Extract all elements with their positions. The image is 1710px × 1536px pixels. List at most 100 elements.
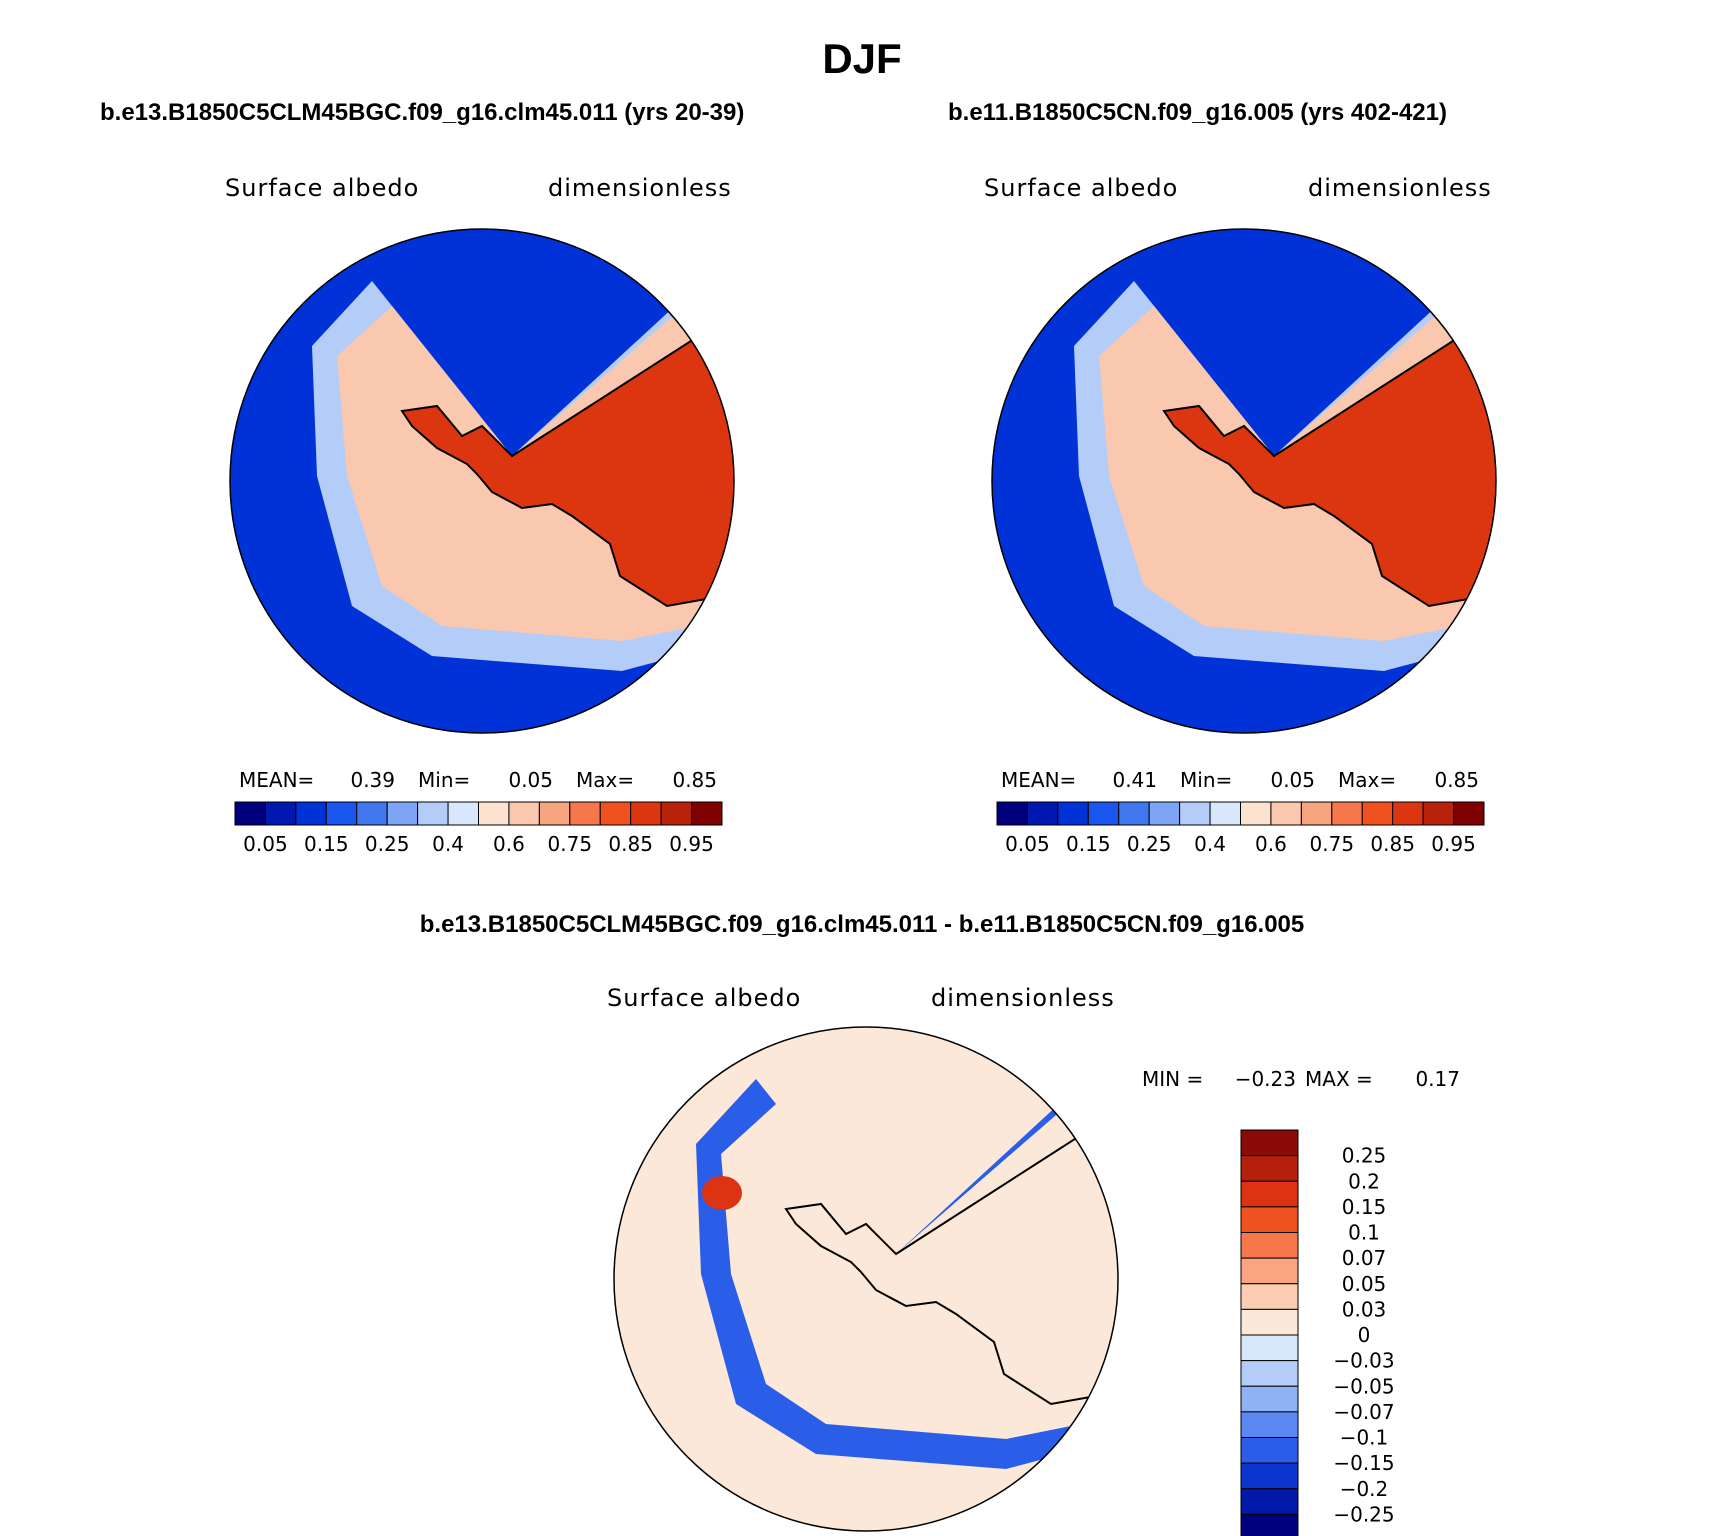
colorbar-swatch bbox=[478, 801, 510, 826]
panel-a-title: b.e13.B1850C5CLM45BGC.f09_g16.clm45.011 … bbox=[100, 99, 744, 126]
colorbar-swatch bbox=[569, 801, 601, 826]
panel-b-mean-label: MEAN= bbox=[1001, 768, 1076, 792]
panel-c-peninsula-max bbox=[702, 1176, 742, 1210]
colorbar-swatch bbox=[1240, 1308, 1299, 1336]
colorbar-swatch bbox=[1422, 801, 1455, 826]
colorbar-tick-label: 0.4 bbox=[1194, 832, 1226, 856]
panel-c-left-string: Surface albedo bbox=[607, 984, 801, 1012]
panel-b-map-border bbox=[991, 228, 1497, 734]
panel-c-map-border bbox=[613, 1026, 1119, 1532]
panel-c-coastline bbox=[784, 1117, 1118, 1406]
colorbar-swatch bbox=[538, 801, 571, 826]
colorbar-swatch bbox=[1087, 801, 1120, 826]
colorbar-swatch bbox=[1453, 801, 1485, 826]
colorbar-swatch bbox=[1240, 1232, 1299, 1259]
colorbar-swatch bbox=[1148, 801, 1181, 826]
colorbar-tick-label: −0.05 bbox=[1333, 1374, 1394, 1398]
panel-c-max-value: 0.17 bbox=[1415, 1067, 1460, 1091]
colorbar-tick-label: 0.05 bbox=[1342, 1272, 1387, 1296]
colorbar-swatch bbox=[1240, 1155, 1299, 1182]
panel-a-left-string: Surface albedo bbox=[225, 174, 419, 202]
colorbar-swatch bbox=[630, 801, 662, 826]
panel-difference: b.e13.B1850C5CLM45BGC.f09_g16.clm45.011 … bbox=[420, 911, 1460, 1536]
colorbar-tick-label: 0.85 bbox=[1370, 832, 1415, 856]
colorbar-swatch bbox=[1240, 1283, 1299, 1310]
colorbar-tick-label: 0.05 bbox=[243, 832, 288, 856]
panel-a-ice-sheet bbox=[402, 321, 734, 606]
colorbar-tick-label: 0.05 bbox=[1005, 832, 1050, 856]
panel-a-max-value: 0.85 bbox=[672, 768, 717, 792]
panel-a-map bbox=[230, 229, 734, 733]
colorbar-tick-label: −0.25 bbox=[1333, 1502, 1394, 1526]
colorbar-swatch bbox=[234, 801, 266, 826]
colorbar-tick-label: 0.6 bbox=[493, 832, 525, 856]
panel-b-coastline bbox=[1162, 319, 1496, 608]
panel-a-right-string: dimensionless bbox=[548, 174, 732, 202]
colorbar-tick-label: 0.2 bbox=[1348, 1169, 1380, 1193]
panel-model-b: b.e11.B1850C5CN.f09_g16.005 (yrs 402-421… bbox=[948, 99, 1497, 856]
panel-a-mean-label: MEAN= bbox=[239, 768, 314, 792]
panel-a-map-border bbox=[229, 228, 735, 734]
colorbar-swatch bbox=[1392, 801, 1424, 826]
panel-c-negative-belt bbox=[696, 1079, 1118, 1469]
colorbar-swatch bbox=[599, 801, 632, 826]
panel-c-map bbox=[614, 1027, 1118, 1531]
colorbar-tick-label: 0 bbox=[1358, 1323, 1371, 1347]
panel-b-min-label: Min= bbox=[1180, 768, 1232, 792]
colorbar-swatch bbox=[1240, 1411, 1299, 1438]
colorbar-tick-label: 0.15 bbox=[1066, 832, 1111, 856]
colorbar-swatch bbox=[1361, 801, 1394, 826]
panel-b-max-label: Max= bbox=[1338, 768, 1396, 792]
panel-a-min-label: Min= bbox=[418, 768, 470, 792]
colorbar-tick-label: 0.4 bbox=[432, 832, 464, 856]
colorbar-swatch bbox=[1240, 1360, 1299, 1387]
panel-a-min-value: 0.05 bbox=[508, 768, 553, 792]
panel-b-ice-sheet bbox=[1164, 321, 1496, 606]
colorbar-tick-label: −0.07 bbox=[1333, 1400, 1394, 1424]
colorbar-tick-label: −0.2 bbox=[1340, 1477, 1389, 1501]
colorbar-swatch bbox=[1118, 801, 1150, 826]
figure-title: DJF bbox=[822, 35, 901, 82]
colorbar-swatch bbox=[1240, 1180, 1299, 1208]
colorbar-tick-label: 0.75 bbox=[548, 832, 593, 856]
panel-c-right-string: dimensionless bbox=[931, 984, 1115, 1012]
colorbar-tick-label: 0.25 bbox=[1342, 1144, 1387, 1168]
colorbar-tick-label: 0.03 bbox=[1342, 1297, 1387, 1321]
colorbar-tick-label: 0.6 bbox=[1255, 832, 1287, 856]
colorbar-tick-label: −0.03 bbox=[1333, 1349, 1394, 1373]
colorbar-swatch bbox=[325, 801, 358, 826]
panel-c-colorbar: 0.250.20.150.10.070.050.030−0.03−0.05−0.… bbox=[1240, 1129, 1395, 1536]
colorbar-tick-label: −0.15 bbox=[1333, 1451, 1394, 1475]
colorbar-tick-label: 0.15 bbox=[1342, 1195, 1387, 1219]
colorbar-swatch bbox=[1240, 1257, 1299, 1285]
colorbar-swatch bbox=[1057, 801, 1089, 826]
colorbar-swatch bbox=[1179, 801, 1211, 826]
panel-b-title: b.e11.B1850C5CN.f09_g16.005 (yrs 402-421… bbox=[948, 99, 1447, 126]
panel-c-antarctica bbox=[786, 1119, 1118, 1404]
colorbar-swatch bbox=[996, 801, 1028, 826]
colorbar-swatch bbox=[1240, 1129, 1299, 1157]
colorbar-swatch bbox=[1240, 1385, 1299, 1413]
panel-b-left-string: Surface albedo bbox=[984, 174, 1178, 202]
panel-b-max-value: 0.85 bbox=[1434, 768, 1479, 792]
panel-c-min-value: −0.23 bbox=[1235, 1067, 1296, 1091]
colorbar-tick-label: 0.25 bbox=[365, 832, 410, 856]
colorbar-swatch bbox=[264, 801, 297, 826]
panel-model-a: b.e13.B1850C5CLM45BGC.f09_g16.clm45.011 … bbox=[100, 99, 744, 856]
panel-a-coastline bbox=[400, 319, 734, 608]
panel-c-max-label: MAX = bbox=[1305, 1067, 1373, 1091]
colorbar-swatch bbox=[1240, 1437, 1299, 1464]
panel-a-colorbar: 0.05 0.15 0.25 0.4 0.6 0.75 0.85 0.95 bbox=[234, 801, 723, 856]
panel-b-right-string: dimensionless bbox=[1308, 174, 1492, 202]
colorbar-tick-label: 0.95 bbox=[669, 832, 714, 856]
panel-b-min-value: 0.05 bbox=[1270, 768, 1315, 792]
colorbar-tick-label: 0.85 bbox=[608, 832, 653, 856]
panel-c-min-label: MIN = bbox=[1142, 1067, 1203, 1091]
panel-b-colorbar: 0.05 0.15 0.25 0.4 0.6 0.75 0.85 0.95 bbox=[996, 801, 1485, 856]
colorbar-swatch bbox=[508, 801, 540, 826]
colorbar-swatch bbox=[447, 801, 479, 826]
colorbar-swatch bbox=[1240, 801, 1272, 826]
colorbar-tick-label: 0.15 bbox=[304, 832, 349, 856]
colorbar-swatch bbox=[417, 801, 449, 826]
